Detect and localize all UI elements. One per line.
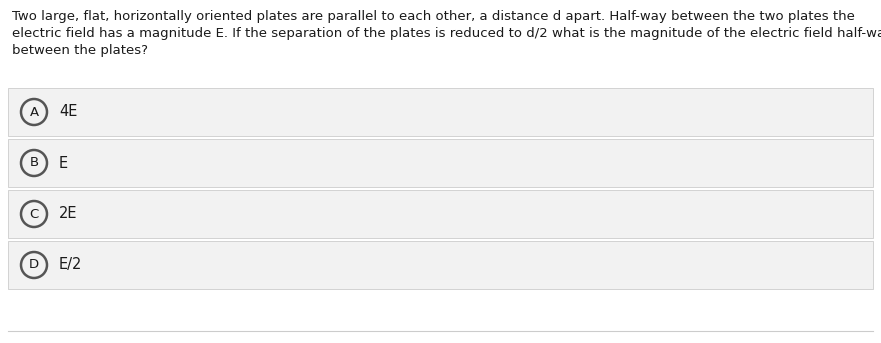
Text: A: A (29, 106, 39, 118)
FancyBboxPatch shape (8, 241, 873, 289)
Text: between the plates?: between the plates? (12, 44, 148, 57)
Text: C: C (29, 208, 39, 221)
Text: 4E: 4E (59, 105, 78, 119)
Text: B: B (29, 156, 39, 169)
Text: 2E: 2E (59, 206, 78, 222)
Circle shape (21, 150, 47, 176)
FancyBboxPatch shape (8, 88, 873, 136)
FancyBboxPatch shape (8, 190, 873, 238)
Text: E: E (59, 155, 68, 170)
Text: D: D (29, 259, 39, 272)
FancyBboxPatch shape (8, 139, 873, 187)
Circle shape (21, 201, 47, 227)
Text: E/2: E/2 (59, 258, 83, 272)
Text: Two large, flat, horizontally oriented plates are parallel to each other, a dist: Two large, flat, horizontally oriented p… (12, 10, 855, 23)
Circle shape (21, 99, 47, 125)
Text: electric field has a magnitude E. If the separation of the plates is reduced to : electric field has a magnitude E. If the… (12, 27, 881, 40)
Circle shape (21, 252, 47, 278)
